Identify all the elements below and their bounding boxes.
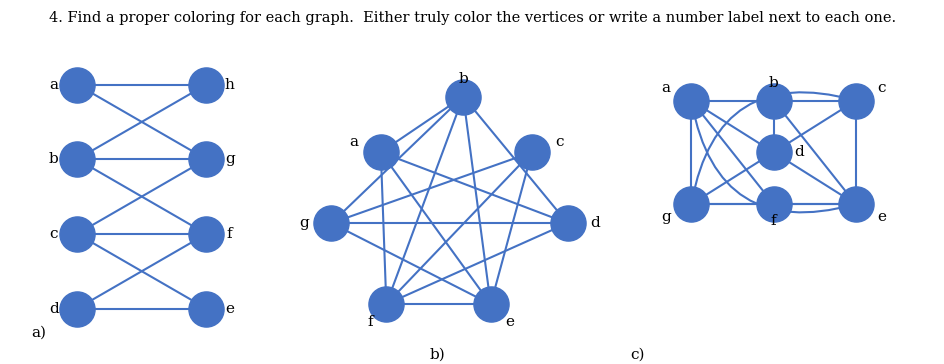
Text: 4. Find a proper coloring for each graph.  Either truly color the vertices or wr: 4. Find a proper coloring for each graph… — [49, 11, 895, 25]
FancyArrowPatch shape — [691, 92, 852, 201]
Text: g: g — [225, 152, 234, 166]
Point — [766, 98, 781, 103]
Text: c: c — [49, 227, 58, 241]
Text: f: f — [227, 227, 232, 241]
Point — [560, 220, 575, 226]
Text: f: f — [366, 315, 372, 329]
Text: d: d — [49, 301, 59, 316]
Point — [324, 220, 339, 226]
Text: a: a — [661, 81, 669, 95]
Text: c: c — [554, 135, 563, 149]
Point — [524, 149, 539, 155]
Point — [683, 201, 699, 207]
Text: h: h — [225, 78, 234, 92]
Point — [766, 201, 781, 207]
Point — [482, 301, 497, 307]
Point — [70, 306, 85, 312]
Text: d: d — [589, 216, 599, 230]
Point — [373, 149, 388, 155]
Text: a: a — [348, 135, 358, 149]
Text: c: c — [876, 81, 885, 95]
Text: c): c) — [630, 348, 644, 362]
Text: e: e — [505, 315, 514, 329]
Text: b: b — [767, 76, 778, 90]
Point — [848, 98, 863, 103]
Point — [766, 150, 781, 155]
Text: a: a — [49, 78, 59, 92]
Text: b: b — [458, 72, 467, 86]
FancyArrowPatch shape — [691, 103, 852, 212]
Point — [848, 201, 863, 207]
Point — [455, 94, 470, 99]
Point — [683, 98, 699, 103]
Point — [198, 231, 213, 237]
Point — [70, 231, 85, 237]
Text: f: f — [770, 214, 776, 228]
Text: g: g — [298, 216, 309, 230]
Text: g: g — [660, 210, 670, 224]
Point — [70, 82, 85, 87]
Text: e: e — [225, 301, 234, 316]
Text: e: e — [876, 210, 885, 224]
Text: b): b) — [430, 348, 445, 362]
Point — [379, 301, 394, 307]
Point — [198, 82, 213, 87]
Text: b: b — [49, 152, 59, 166]
Point — [70, 156, 85, 162]
Text: a): a) — [31, 325, 46, 339]
Text: d: d — [794, 145, 803, 159]
Point — [198, 156, 213, 162]
Point — [198, 306, 213, 312]
